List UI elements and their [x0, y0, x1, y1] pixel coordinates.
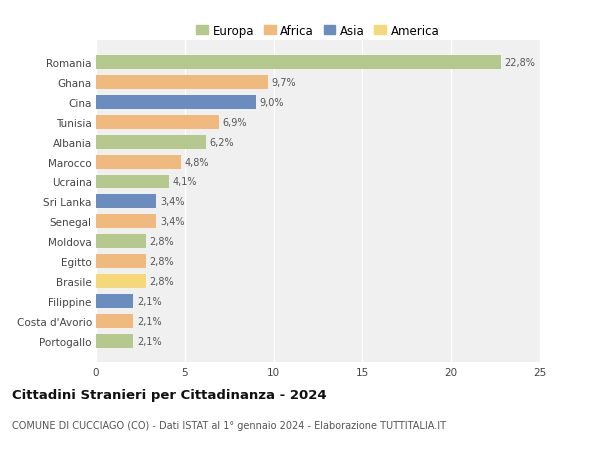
Text: Cittadini Stranieri per Cittadinanza - 2024: Cittadini Stranieri per Cittadinanza - 2…	[12, 388, 326, 401]
Text: COMUNE DI CUCCIAGO (CO) - Dati ISTAT al 1° gennaio 2024 - Elaborazione TUTTITALI: COMUNE DI CUCCIAGO (CO) - Dati ISTAT al …	[12, 420, 446, 430]
Text: 22,8%: 22,8%	[505, 58, 535, 68]
Bar	[96, 76, 268, 90]
Legend: Europa, Africa, Asia, America: Europa, Africa, Asia, America	[191, 20, 445, 42]
Bar	[96, 334, 133, 348]
Text: 3,4%: 3,4%	[160, 197, 184, 207]
Text: 9,0%: 9,0%	[259, 98, 284, 107]
Bar	[96, 95, 256, 110]
Bar	[96, 155, 181, 169]
Text: 2,1%: 2,1%	[137, 297, 161, 306]
Bar	[96, 274, 146, 288]
Text: 4,8%: 4,8%	[185, 157, 209, 167]
Bar	[96, 135, 206, 149]
Bar	[96, 235, 146, 249]
Bar	[96, 56, 501, 70]
Text: 6,9%: 6,9%	[222, 118, 247, 128]
Text: 2,1%: 2,1%	[137, 316, 161, 326]
Bar	[96, 294, 133, 308]
Text: 4,1%: 4,1%	[172, 177, 197, 187]
Text: 6,2%: 6,2%	[209, 137, 234, 147]
Bar	[96, 215, 157, 229]
Text: 2,8%: 2,8%	[149, 257, 174, 267]
Bar	[96, 255, 146, 269]
Bar	[96, 195, 157, 209]
Text: 9,7%: 9,7%	[272, 78, 296, 88]
Bar	[96, 314, 133, 328]
Text: 3,4%: 3,4%	[160, 217, 184, 227]
Bar	[96, 116, 218, 129]
Text: 2,8%: 2,8%	[149, 276, 174, 286]
Text: 2,1%: 2,1%	[137, 336, 161, 346]
Bar	[96, 175, 169, 189]
Text: 2,8%: 2,8%	[149, 237, 174, 246]
